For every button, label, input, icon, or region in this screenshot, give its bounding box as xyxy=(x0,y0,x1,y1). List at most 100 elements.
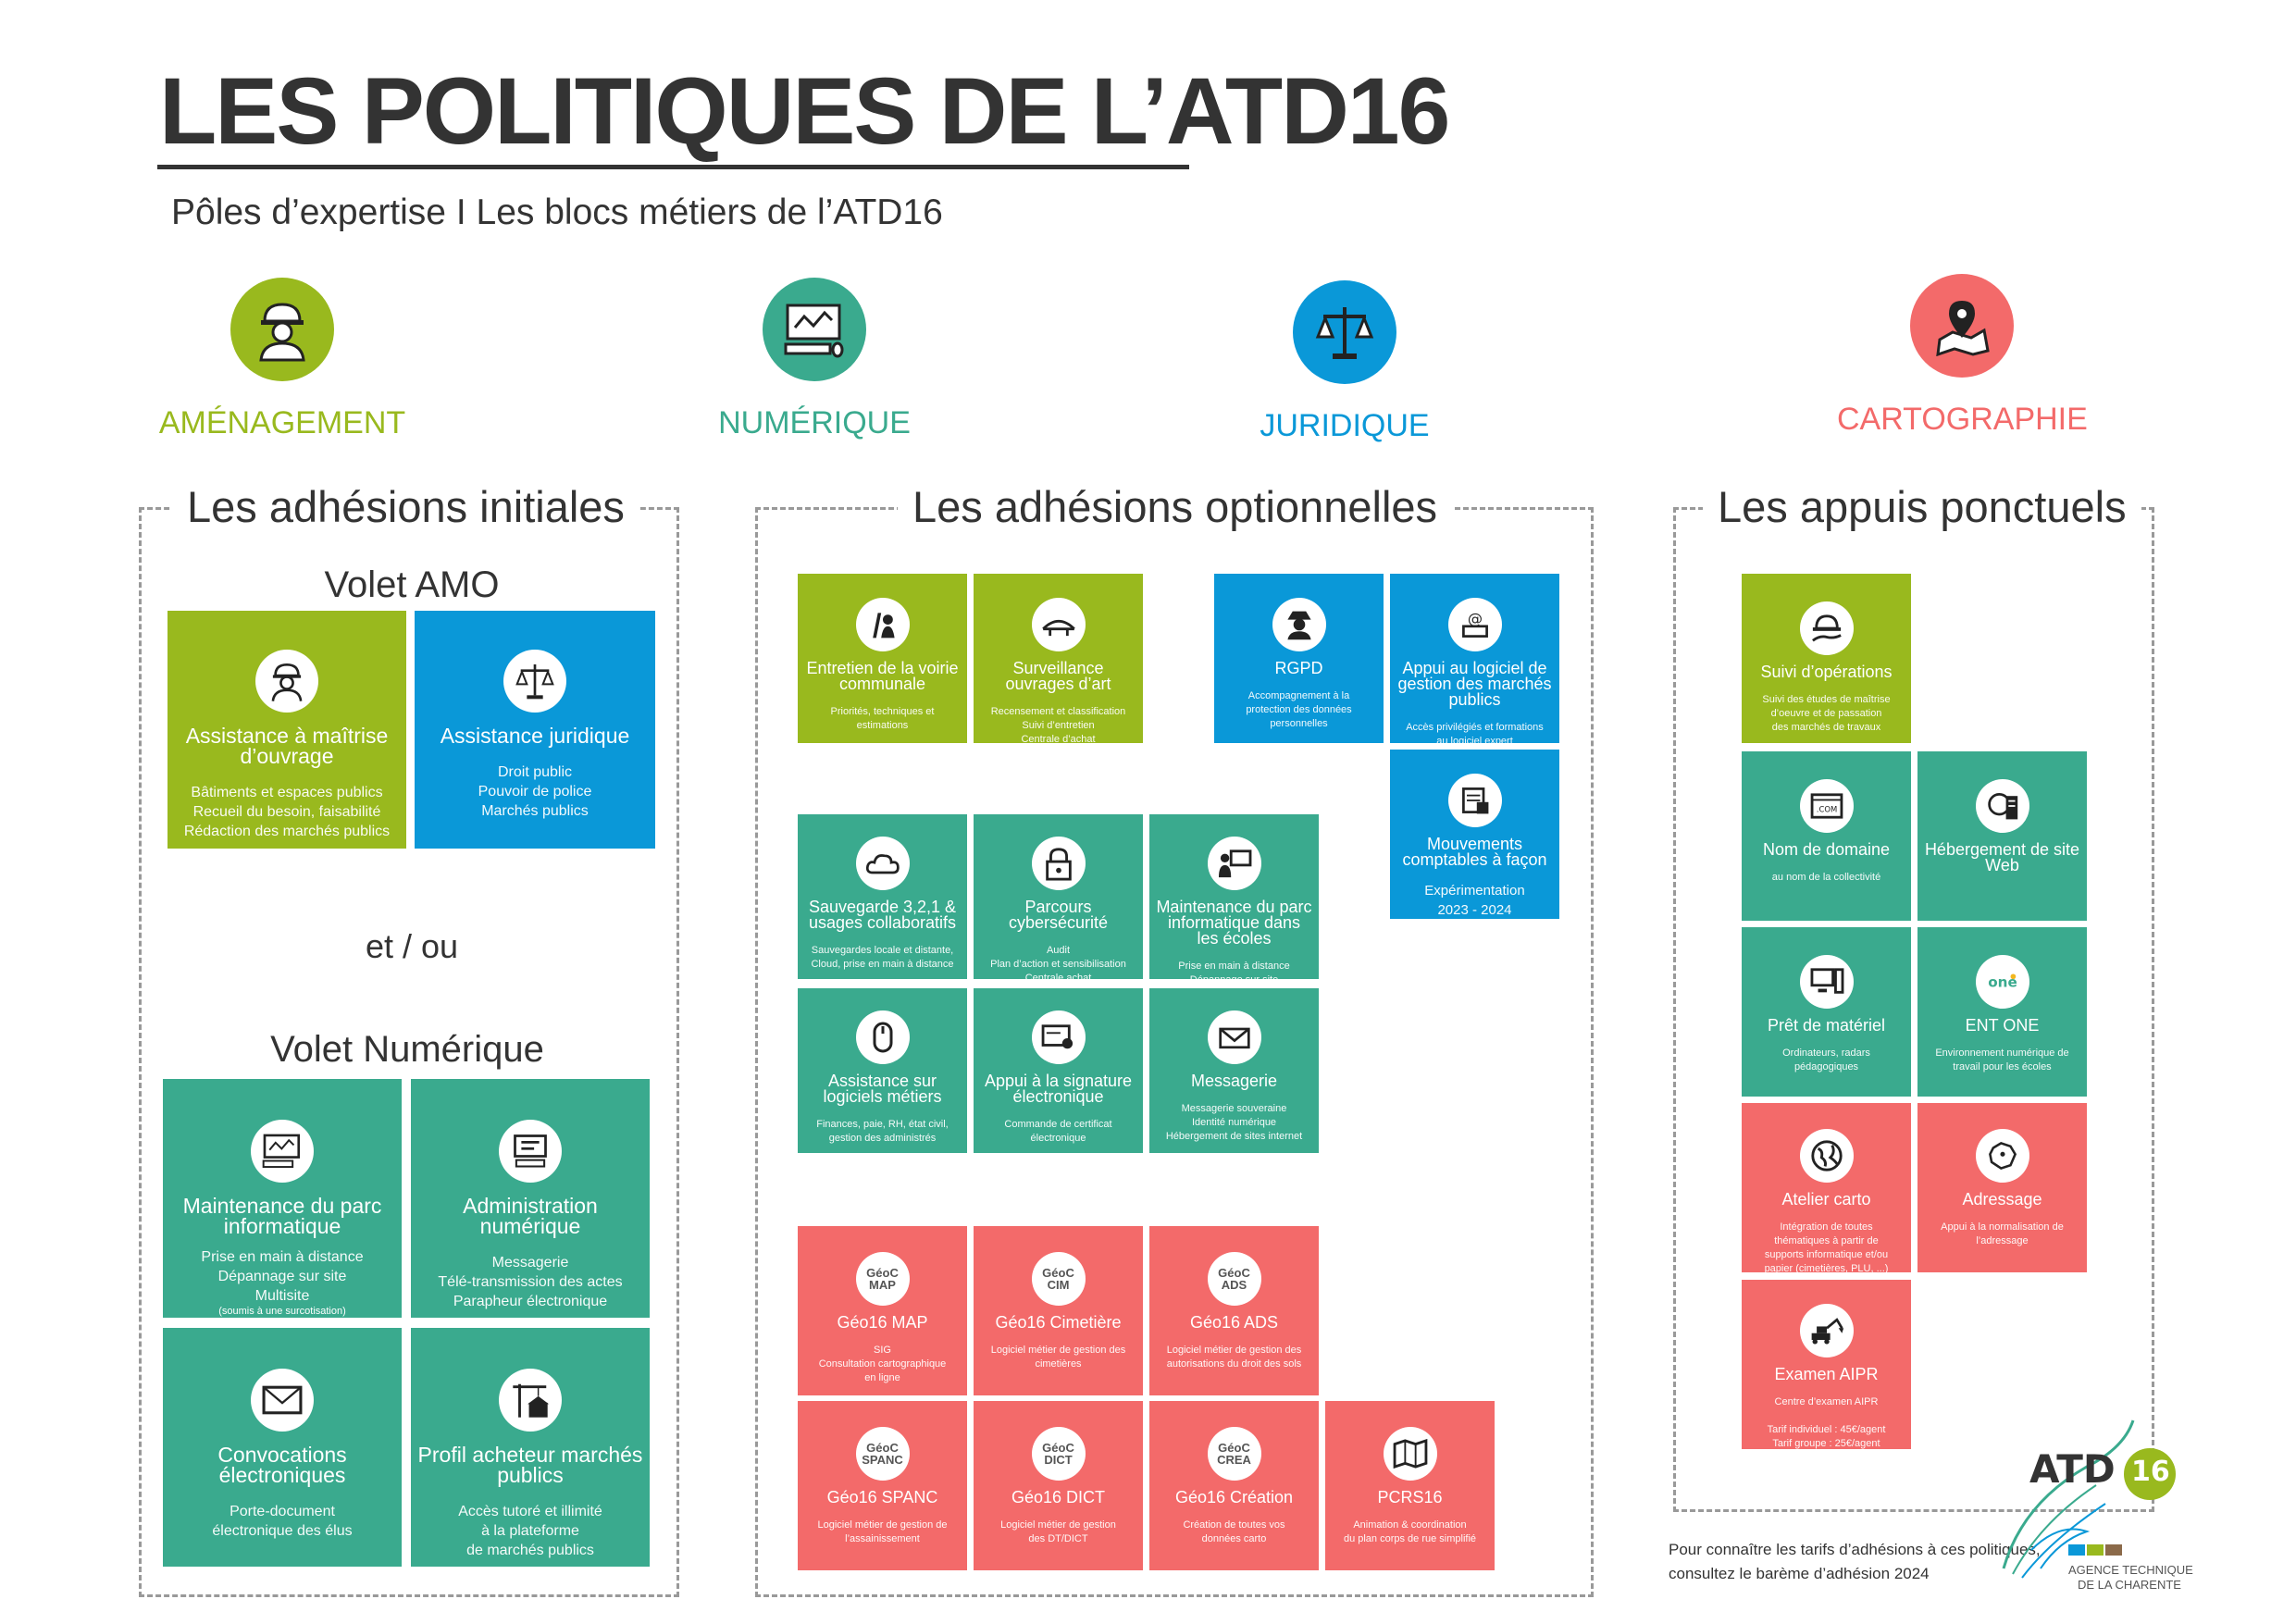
pole-numerique: NUMÉRIQUE xyxy=(689,278,939,441)
computer-icon xyxy=(763,278,866,381)
tile-description: Environnement numérique de travail pour … xyxy=(1935,1048,2069,1072)
desktop-computer-icon xyxy=(1799,955,1854,1009)
tile-maintenance-parc: Maintenance du parc informatique Prise e… xyxy=(163,1079,402,1318)
balance-scale-icon xyxy=(503,650,566,713)
logo-line2: DE LA CHARENTE xyxy=(2078,1578,2181,1592)
cloud-icon xyxy=(855,837,910,890)
tile-title: Prêt de matériel xyxy=(1767,1016,1886,1035)
tile-atelier-carto: Atelier carto Intégration de toutes thém… xyxy=(1742,1103,1911,1272)
tile-description: Animation & coordination du plan corps d… xyxy=(1343,1519,1477,1544)
tile-title: Suivi d’opérations xyxy=(1760,663,1893,681)
geo16-logo-icon: GéoC CREA xyxy=(1207,1427,1261,1481)
tile-description: Accès privilégiés et formations au logic… xyxy=(1406,722,1544,743)
region-map-icon xyxy=(1975,1129,2029,1183)
tile-description: Appui à la normalisation de l’adressage xyxy=(1941,1221,2064,1246)
tile-geo16-map: GéoC MAP Géo16 MAP SIG Consultation carto… xyxy=(798,1226,967,1395)
tile-description: Recensement et classification Suivi d’en… xyxy=(990,706,1126,743)
tile-messagerie: Messagerie Messagerie souveraine Identit… xyxy=(1149,988,1319,1153)
tile-description: Audit Plan d’action et sensibilisation C… xyxy=(990,945,1126,979)
tile-note: (soumis à une surcotisation) xyxy=(218,1306,346,1317)
tile-title: Assistance juridique xyxy=(440,724,630,748)
tile-sauvegarde: Sauvegarde 3,2,1 & usages collaboratifs … xyxy=(798,814,967,979)
geo16-logo-icon: GéoC DICT xyxy=(1031,1427,1086,1481)
page-subtitle: Pôles d’expertise I Les blocs métiers de… xyxy=(171,192,943,232)
globe-icon xyxy=(1799,1129,1854,1183)
bridge-icon xyxy=(1031,598,1086,651)
tile-title: Sauvegarde 3,2,1 & usages collaboratifs xyxy=(808,898,957,932)
tile-title: Entretien de la voirie communale xyxy=(806,659,959,693)
svg-text:.COM: .COM xyxy=(1816,805,1836,814)
construction-worker-icon xyxy=(255,650,318,713)
tile-title: Adressage xyxy=(1962,1190,2042,1209)
tile-description: Commande de certificat électronique xyxy=(1004,1119,1112,1144)
computer-icon xyxy=(251,1120,314,1183)
tile-title: ENT ONE xyxy=(1965,1016,2040,1035)
tile-nom-domaine: .COM Nom de domaine au nom de la collect… xyxy=(1742,751,1911,921)
tile-description: Priorités, techniques et estimations xyxy=(830,706,935,731)
tile-title: Nom de domaine xyxy=(1762,840,1891,859)
tile-parcours-cybersecurite: Parcours cybersécurité Audit Plan d’acti… xyxy=(974,814,1143,979)
tile-title: Examen AIPR xyxy=(1774,1365,1879,1383)
title-underline xyxy=(157,165,1189,169)
et-ou-text: et / ou xyxy=(365,927,459,965)
pole-juridique: JURIDIQUE xyxy=(1220,280,1470,444)
tile-pcrs16: PCRS16 Animation & coordination du plan … xyxy=(1325,1401,1495,1570)
tile-pret-materiel: Prêt de matériel Ordinateurs, radars péd… xyxy=(1742,927,1911,1097)
tile-description: Création de toutes vos données carto xyxy=(1183,1519,1285,1544)
tile-title: Hébergement de site Web xyxy=(1924,840,2080,874)
tile-geo16-dict: GéoC DICT Géo16 DICT Logiciel métier de g… xyxy=(974,1401,1143,1570)
excavator-icon xyxy=(1799,1304,1854,1357)
tile-description: Prise en main à distance Dépannage sur s… xyxy=(201,1249,364,1304)
tile-title: RGPD xyxy=(1274,659,1323,677)
tile-mouvements-comptables: Mouvements comptables à façon Expériment… xyxy=(1390,750,1559,919)
tile-title: Géo16 ADS xyxy=(1189,1313,1279,1332)
pole-label: JURIDIQUE xyxy=(1260,408,1430,443)
domain-com-icon: .COM xyxy=(1799,779,1854,833)
tile-title: Surveillance ouvrages d’art xyxy=(1005,659,1111,693)
tile-title: Mouvements comptables à façon xyxy=(1402,835,1547,869)
geo16-logo-icon: GéoC ADS xyxy=(1207,1252,1261,1306)
tile-title: Géo16 Cimetière xyxy=(995,1313,1122,1332)
tile-title: Parcours cybersécurité xyxy=(1008,898,1109,932)
tile-surveillance-ouvrages: Surveillance ouvrages d’art Recensement … xyxy=(974,574,1143,743)
volet-amo-heading: Volet AMO xyxy=(324,564,500,605)
tile-title: Maintenance du parc informatique xyxy=(182,1194,382,1238)
tile-assistance-maitrise-ouvrage: Assistance à maîtrise d’ouvrage Bâtiment… xyxy=(168,611,406,849)
tile-geo16-ads: GéoC ADS Géo16 ADS Logiciel métier de ges… xyxy=(1149,1226,1319,1395)
tile-description: Suivi des études de maîtrise d’oeuvre et… xyxy=(1762,694,1891,733)
tile-description: Ordinateurs, radars pédagogiques xyxy=(1782,1048,1870,1072)
tile-administration-numerique: Administration numérique Messagerie Télé… xyxy=(411,1079,650,1318)
geo16-logo-icon: GéoC MAP xyxy=(855,1252,910,1306)
at-sign-icon: @ xyxy=(1447,598,1502,651)
tile-title: Administration numérique xyxy=(463,1194,598,1238)
tile-title: Géo16 MAP xyxy=(837,1313,928,1332)
logo-line1: AGENCE TECHNIQUE xyxy=(2068,1563,2193,1577)
tile-description: Messagerie Télé-transmission des actes P… xyxy=(438,1255,623,1309)
svg-text:@: @ xyxy=(1467,610,1482,627)
tile-rgpd: RGPD Accompagnement à la protection des … xyxy=(1214,574,1384,743)
tile-title: Messagerie xyxy=(1190,1072,1278,1090)
tile-description: Prise en main à distance Dépannage sur s… xyxy=(1178,961,1290,979)
tile-title: Géo16 Création xyxy=(1174,1488,1294,1506)
footer-note: Pour connaître les tarifs d’adhésions à … xyxy=(1669,1541,2041,1582)
page-title: LES POLITIQUES DE L’ATD16 xyxy=(159,58,1450,164)
balance-scale-icon xyxy=(1293,280,1396,384)
tile-maintenance-ecoles: Maintenance du parc informatique dans le… xyxy=(1149,814,1319,979)
tile-entretien-voirie: Entretien de la voirie communale Priorit… xyxy=(798,574,967,743)
tile-title: Convocations électroniques xyxy=(217,1443,347,1487)
tile-examen-aipr: Examen AIPR Centre d’examen AIPR Tarif i… xyxy=(1742,1280,1911,1449)
email-icon xyxy=(251,1369,314,1432)
section-title: Les adhésions initiales xyxy=(172,481,639,532)
tile-description: Intégration de toutes thématiques à part… xyxy=(1764,1221,1889,1272)
road-worker-icon xyxy=(855,598,910,651)
classroom-icon xyxy=(1207,837,1261,890)
svg-text:one: one xyxy=(1988,974,2017,991)
hard-hat-hand-icon xyxy=(1799,601,1854,655)
tile-suivi-operations: Suivi d’opérations Suivi des études de m… xyxy=(1742,574,1911,743)
tile-description: Finances, paie, RH, état civil, gestion … xyxy=(816,1119,949,1144)
geo16-logo-icon: GéoC CIM xyxy=(1031,1252,1086,1306)
mouse-icon xyxy=(855,1010,910,1064)
one-logo-icon: one xyxy=(1975,955,2029,1009)
atd16-logo-graphic xyxy=(2002,1419,2176,1579)
construction-worker-icon xyxy=(230,278,334,381)
